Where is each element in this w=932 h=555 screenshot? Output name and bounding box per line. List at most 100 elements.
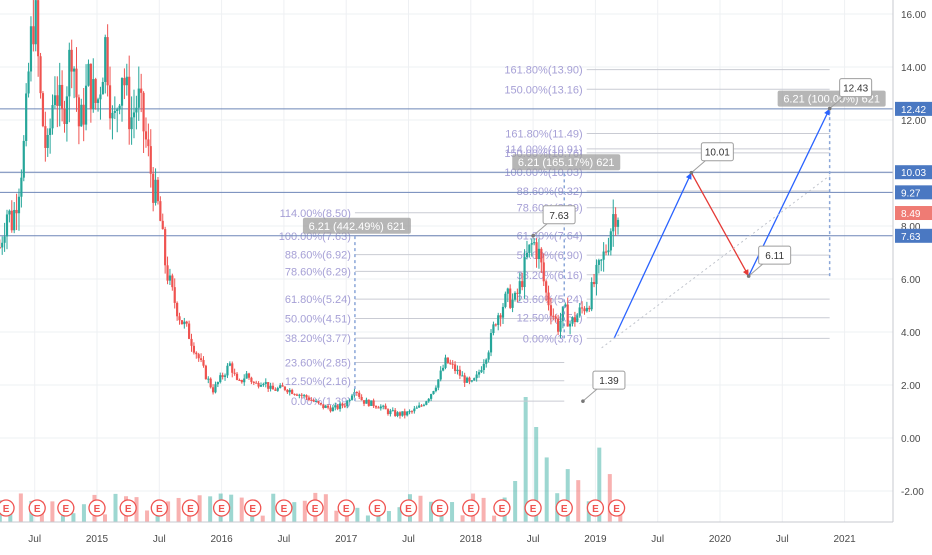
earnings-marker[interactable] (462, 499, 480, 517)
candle-up (585, 307, 588, 312)
candle-down (221, 375, 224, 377)
candle-down (147, 139, 150, 147)
time-axis[interactable]: Jul 2015 Jul 2016 Jul 2017 Jul 2018 Jul 2019 Jul 20… (28, 534, 856, 545)
price-badge (895, 165, 932, 180)
candle-up (5, 214, 9, 237)
candle-down (204, 365, 207, 380)
candle-down (233, 372, 236, 374)
earnings-marker[interactable] (399, 499, 418, 517)
candle-up (470, 380, 473, 382)
earnings-marker-label: E (374, 504, 381, 515)
candle-down (547, 292, 550, 306)
earnings-marker[interactable] (430, 499, 449, 517)
price-tick-label: -2.00 (901, 487, 924, 498)
volume-bar (281, 514, 286, 522)
candle-up (396, 412, 399, 416)
candle-up (269, 385, 272, 389)
volume-bar (386, 511, 391, 522)
earnings-marker[interactable] (368, 499, 387, 517)
callout-pointer (829, 96, 844, 109)
candle-down (542, 262, 545, 282)
candle-up (154, 179, 157, 203)
earnings-marker[interactable] (493, 499, 511, 517)
earnings-marker[interactable] (88, 499, 106, 517)
callout-pointer (532, 223, 548, 237)
candle-down (614, 214, 617, 227)
price-tick-label: 16.00 (901, 10, 926, 21)
earnings-marker-label: E (343, 504, 350, 515)
candle-down (468, 377, 471, 382)
earnings-marker[interactable] (244, 499, 262, 517)
candle-up (46, 134, 49, 148)
candle-up (101, 81, 104, 95)
callouts-layer: 7.63 1.39 10.01 6.11 12.43 (531, 78, 873, 403)
candle-down (341, 403, 344, 406)
candle-down (267, 382, 270, 389)
candle-up (430, 394, 433, 399)
volume-bar (397, 507, 402, 522)
earnings-marker[interactable] (306, 499, 324, 517)
candle-up (533, 242, 536, 244)
candle-up (473, 378, 476, 381)
fib-level-label: 114.00%(10.91) (505, 144, 582, 156)
time-tick-label: Jul (153, 534, 166, 545)
candle-up (168, 275, 172, 281)
earnings-marker-label: E (94, 504, 101, 515)
volume-bar (50, 501, 55, 522)
fib-level-label: 78.60%(6.29) (285, 266, 351, 278)
candle-up (616, 219, 620, 227)
candle-up (338, 403, 342, 409)
earnings-marker[interactable] (212, 499, 231, 517)
earnings-marker[interactable] (555, 499, 573, 517)
projection-arrow-line (690, 172, 750, 277)
price-badge-label: 12.42 (901, 105, 926, 116)
candle-up (135, 107, 138, 113)
earnings-marker-label: E (156, 504, 163, 515)
volume-bar (113, 493, 118, 522)
candle-down (583, 308, 586, 312)
volume-bar (565, 469, 570, 522)
candle-up (513, 292, 517, 300)
candle-up (576, 315, 579, 323)
earnings-marker[interactable] (150, 499, 168, 517)
candle-up (96, 99, 100, 103)
candle-down (343, 405, 346, 407)
candle-down (398, 412, 402, 416)
earnings-marker[interactable] (275, 499, 293, 517)
earnings-marker-label: E (436, 504, 443, 515)
candle-down (171, 275, 174, 288)
earnings-marker[interactable] (337, 499, 355, 517)
earnings-marker[interactable] (28, 499, 46, 517)
volume-bar (355, 507, 360, 522)
candle-up (444, 357, 447, 368)
candle-up (537, 248, 541, 260)
candle-down (310, 399, 313, 401)
candle-up (348, 399, 351, 402)
earnings-marker[interactable] (607, 499, 626, 517)
measure-label-box (512, 154, 621, 171)
candle-down (394, 410, 397, 416)
candle-down (123, 78, 126, 86)
candle-down (140, 88, 143, 93)
candle-up (226, 365, 229, 376)
earnings-marker[interactable] (524, 499, 542, 517)
candle-down (540, 248, 543, 263)
fib-level-label: 50.00%(6.90) (517, 250, 583, 262)
volume-bar (81, 504, 86, 522)
earnings-marker[interactable] (57, 499, 75, 517)
candle-up (65, 96, 69, 124)
volume-bar (323, 494, 328, 522)
candle-down (128, 76, 131, 130)
earnings-marker[interactable] (181, 499, 200, 517)
candle-up (223, 375, 227, 377)
candle-up (125, 76, 128, 86)
earnings-marker[interactable] (586, 499, 605, 517)
earnings-marker-label: E (592, 504, 599, 515)
callout-anchor (827, 106, 832, 111)
candle-up (334, 405, 337, 408)
earnings-marker[interactable] (119, 499, 137, 517)
time-tick-label: 2019 (584, 534, 607, 545)
earnings-marker[interactable] (0, 499, 15, 517)
